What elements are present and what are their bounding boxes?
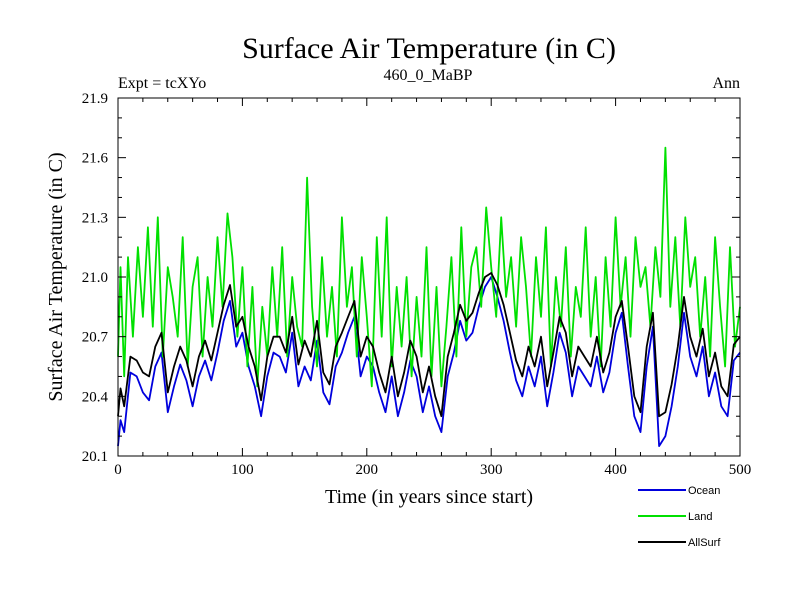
y-axis-label: Surface Air Temperature (in C) <box>45 152 67 401</box>
ticks-layer: 0 100 200 300 400 500 20.1 20.4 20.7 21.0 21.3 21.6… <box>82 91 752 478</box>
y-tick-label: 20.7 <box>82 330 109 346</box>
y-tick-label: 20.4 <box>82 389 109 405</box>
x-tick-label: 400 <box>604 462 627 478</box>
y-tick-label: 20.1 <box>82 449 108 465</box>
x-tick-label: 200 <box>356 462 379 478</box>
legend-label-ocean: Ocean <box>688 485 720 497</box>
legend-label-allsurf: AllSurf <box>688 537 721 549</box>
x-tick-label: 100 <box>231 462 254 478</box>
y-tick-label: 21.3 <box>82 210 108 226</box>
chart-subtitle-center: 460_0_MaBP <box>384 67 473 84</box>
series-line-land <box>117 146 741 388</box>
chart-subtitle-right: Ann <box>712 75 740 92</box>
series-layer <box>117 146 741 448</box>
legend-label-land: Land <box>688 511 712 523</box>
chart-subtitle-left: Expt = tcXYo <box>118 75 206 92</box>
x-tick-label: 300 <box>480 462 503 478</box>
chart-title: Surface Air Temperature (in C) <box>242 32 616 65</box>
series-line-ocean <box>117 276 741 448</box>
y-tick-label: 21.0 <box>82 270 108 286</box>
y-tick-label: 21.9 <box>82 91 108 107</box>
x-axis-label: Time (in years since start) <box>325 486 533 508</box>
y-tick-label: 21.6 <box>82 151 109 167</box>
x-tick-label: 0 <box>114 462 122 478</box>
legend: Ocean Land AllSurf <box>638 485 721 549</box>
x-tick-label: 500 <box>729 462 752 478</box>
series-line-allsurf <box>117 272 741 418</box>
